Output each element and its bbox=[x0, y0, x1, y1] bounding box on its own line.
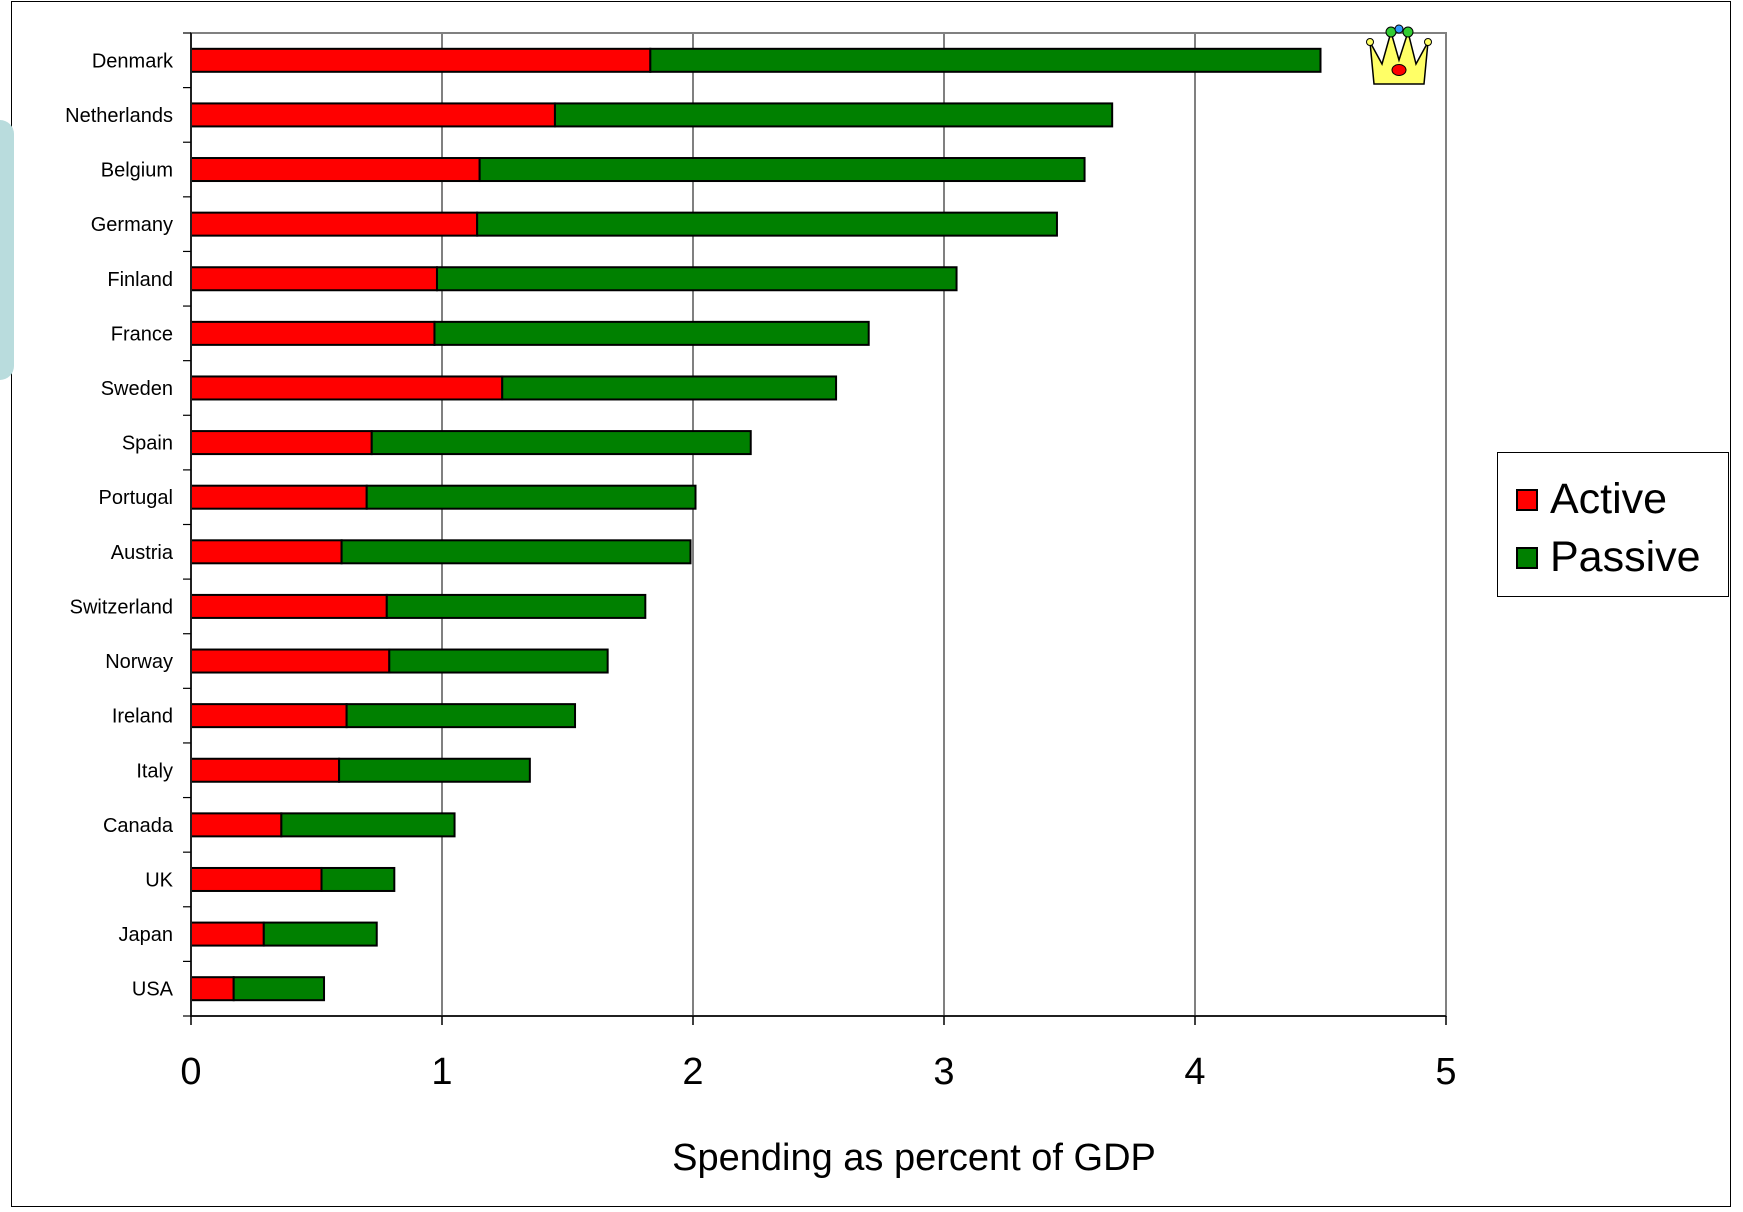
bar-passive bbox=[370, 430, 752, 456]
legend-item-passive: Passive bbox=[1516, 533, 1701, 582]
bar-passive bbox=[262, 921, 378, 947]
x-tick-label: 0 bbox=[180, 1051, 201, 1093]
crown-icon bbox=[1364, 22, 1434, 90]
y-tick-label: Portugal bbox=[99, 487, 174, 509]
bar-passive bbox=[232, 976, 326, 1002]
bar-passive bbox=[340, 539, 692, 565]
y-tick-label: Spain bbox=[122, 433, 173, 455]
bar-active bbox=[190, 593, 388, 619]
y-tick-label: Switzerland bbox=[70, 596, 173, 618]
legend-label-active: Active bbox=[1550, 475, 1668, 523]
legend-swatch-active bbox=[1516, 488, 1538, 511]
bar-passive bbox=[345, 703, 577, 729]
y-tick-label: Germany bbox=[91, 214, 173, 236]
y-tick-label: Italy bbox=[136, 760, 173, 782]
bar-active bbox=[190, 157, 481, 183]
side-decoration bbox=[0, 120, 14, 380]
bar-passive bbox=[365, 484, 697, 510]
bar-active bbox=[190, 375, 504, 401]
y-tick-label: Sweden bbox=[101, 378, 173, 400]
bar-active bbox=[190, 47, 652, 73]
bar-active bbox=[190, 320, 436, 346]
bar-passive bbox=[280, 812, 456, 838]
legend-label-passive: Passive bbox=[1550, 533, 1701, 581]
bar-active bbox=[190, 703, 348, 729]
labels: 0 1 2 3 4 5 Denmark Netherlands Belgium Germany Fi… bbox=[65, 50, 1456, 1093]
bar-active bbox=[190, 484, 368, 510]
x-tick-label: 5 bbox=[1435, 1051, 1456, 1093]
bar-passive bbox=[478, 157, 1086, 183]
legend-swatch-passive bbox=[1516, 546, 1538, 569]
bar-active bbox=[190, 648, 391, 674]
y-tick-label: Ireland bbox=[112, 706, 173, 728]
y-tick-label: France bbox=[111, 323, 173, 345]
legend-item-active: Active bbox=[1516, 475, 1667, 524]
bar-passive bbox=[435, 266, 958, 292]
gridlines bbox=[441, 33, 1196, 1016]
y-tick-label: Netherlands bbox=[65, 105, 173, 127]
bar-active bbox=[190, 921, 265, 947]
bar-active bbox=[190, 430, 373, 456]
x-tick-label: 2 bbox=[682, 1051, 703, 1093]
x-tick-label: 3 bbox=[933, 1051, 954, 1093]
axes bbox=[183, 32, 1447, 1025]
y-tick-label: Denmark bbox=[92, 50, 174, 72]
y-tick-label: USA bbox=[132, 979, 174, 1001]
y-tick-label: Belgium bbox=[101, 160, 173, 182]
bar-passive bbox=[476, 211, 1058, 237]
bar-passive bbox=[388, 648, 609, 674]
bar-active bbox=[190, 757, 341, 783]
bar-passive bbox=[649, 47, 1322, 73]
bar-passive bbox=[320, 866, 396, 892]
bar-active bbox=[190, 211, 479, 237]
x-tick-label: 4 bbox=[1184, 1051, 1205, 1093]
bar-passive bbox=[338, 757, 531, 783]
y-tick-label: Austria bbox=[111, 542, 174, 564]
bars bbox=[190, 47, 1322, 1002]
bar-active bbox=[190, 812, 283, 838]
y-tick-label: Japan bbox=[119, 924, 174, 946]
y-tick-label: Canada bbox=[103, 815, 174, 837]
x-axis-title: Spending as percent of GDP bbox=[672, 1137, 1156, 1179]
bar-active bbox=[190, 102, 556, 128]
legend: Active Passive bbox=[1497, 452, 1729, 597]
bar-passive bbox=[385, 593, 647, 619]
y-tick-label: Norway bbox=[105, 651, 173, 673]
bar-active bbox=[190, 976, 235, 1002]
x-tick-label: 1 bbox=[431, 1051, 452, 1093]
bar-passive bbox=[433, 320, 870, 346]
bar-passive bbox=[501, 375, 838, 401]
y-tick-label: UK bbox=[145, 869, 173, 891]
bar-active bbox=[190, 539, 343, 565]
y-tick-label: Finland bbox=[107, 269, 173, 291]
bar-passive bbox=[553, 102, 1114, 128]
bar-active bbox=[190, 866, 323, 892]
bar-active bbox=[190, 266, 438, 292]
